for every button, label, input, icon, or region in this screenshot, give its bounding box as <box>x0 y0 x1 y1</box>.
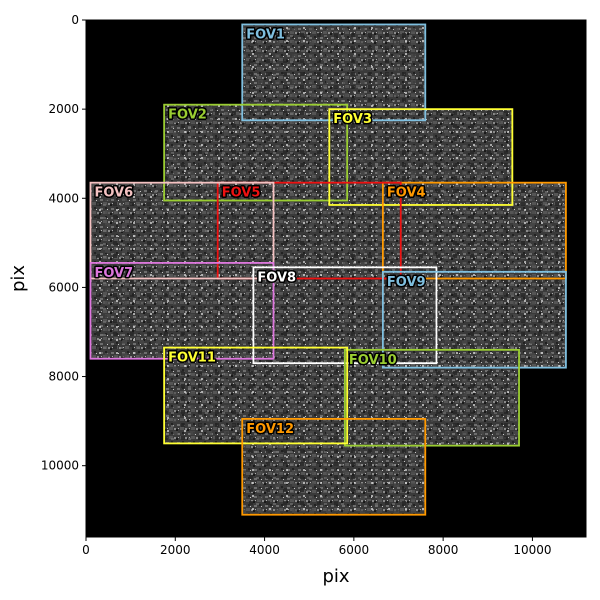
fov-rect-fov1 <box>241 23 427 122</box>
fov-rect-fov3 <box>328 108 514 206</box>
fov-label-fov1: FOV1 <box>246 27 285 42</box>
fov-rect-fov7 <box>89 262 275 360</box>
fov-label-fov9: FOV9 <box>387 275 426 290</box>
y-tick-label: 2000 <box>48 102 79 116</box>
fov-label-fov8: FOV8 <box>257 270 296 285</box>
fov-label-fov7: FOV7 <box>94 266 133 281</box>
fov-rect-fov2 <box>163 103 349 202</box>
x-axis-label: pix <box>322 566 349 587</box>
y-tick-label: 0 <box>71 13 79 27</box>
y-tick-label: 6000 <box>48 280 79 294</box>
x-tick-label: 10000 <box>513 543 551 557</box>
fov-label-fov3: FOV3 <box>333 112 372 127</box>
x-tick-label: 4000 <box>249 543 280 557</box>
fov-label-fov6: FOV6 <box>94 186 133 201</box>
x-tick-label: 8000 <box>428 543 459 557</box>
y-tick-label: 10000 <box>41 459 79 473</box>
x-tick-label: 0 <box>82 543 90 557</box>
x-tick-label: 2000 <box>160 543 191 557</box>
fov-label-fov2: FOV2 <box>168 108 207 123</box>
y-axis-label: pix <box>8 265 29 292</box>
fov-labels: FOV1 FOV2 FOV3 FOV4 FOV5 FOV6 FOV7 FOV8 FOV9 FOV1… <box>93 26 427 438</box>
plot-area: FOV1 FOV2 FOV3 FOV4 FOV5 FOV6 FOV7 FOV8 FOV9 FOV1… <box>85 19 587 538</box>
fov-rect-fov10 <box>344 348 520 447</box>
y-tick-label: 4000 <box>48 191 79 205</box>
fov-rect-fov6 <box>89 181 275 280</box>
x-axis: 0 2000 4000 6000 8000 10000 <box>82 537 552 557</box>
fov-rectangles <box>89 23 567 516</box>
fov-label-fov10: FOV10 <box>349 353 397 368</box>
y-axis: 0 2000 4000 6000 8000 10000 <box>41 13 86 473</box>
plot-frame <box>85 19 587 538</box>
y-tick-label: 8000 <box>48 370 79 384</box>
fov-label-fov5: FOV5 <box>222 186 261 201</box>
fov-label-fov4: FOV4 <box>387 186 426 201</box>
fov-label-fov12: FOV12 <box>246 422 294 437</box>
fov-rect-fov11 <box>163 346 349 445</box>
fov-rect-fov12 <box>241 417 427 516</box>
x-tick-label: 6000 <box>339 543 370 557</box>
fov-rect-fov4 <box>381 181 567 280</box>
fov-label-fov11: FOV11 <box>168 351 216 366</box>
fov-rect-fov5 <box>216 181 402 280</box>
fov-rect-fov9 <box>381 270 567 369</box>
